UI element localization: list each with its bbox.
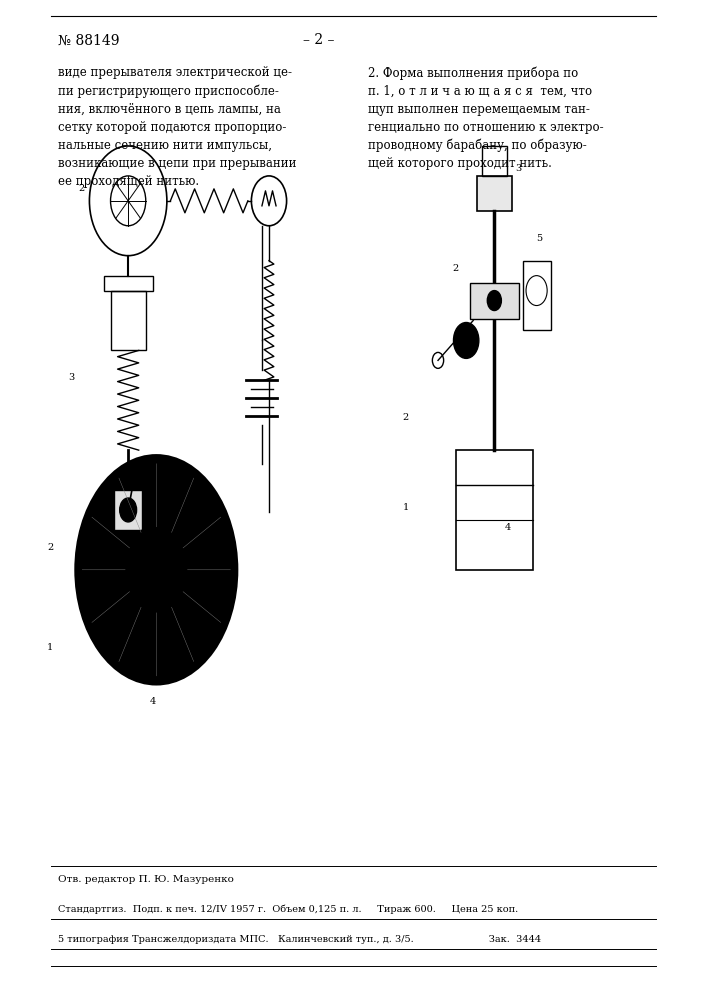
Text: 1: 1 [47,643,54,652]
Text: 2: 2 [452,264,458,273]
Text: 2: 2 [79,184,85,193]
Text: 4: 4 [149,697,156,706]
Bar [110,291,146,350]
Text: 2: 2 [403,413,409,422]
Text: 5: 5 [537,234,543,243]
Text: Отв. редактор П. Ю. Мазуренко: Отв. редактор П. Ю. Мазуренко [58,875,233,884]
Circle shape [76,455,238,684]
Circle shape [119,498,136,522]
Text: виде прерывателя электрической це-
пи регистрирующего приспособле-
ния, включённ: виде прерывателя электрической це- пи ре… [58,66,296,188]
Text: 5 типография Трансжелдориздата МПС.   Калинчевский туп., д. 3/5.                : 5 типография Трансжелдориздата МПС. Кали… [58,935,541,944]
Text: 1: 1 [403,503,409,512]
Text: Стандартгиз.  Подп. к печ. 12/IV 1957 г.  Объем 0,125 п. л.     Тираж 600.     Ц: Стандартгиз. Подп. к печ. 12/IV 1957 г. … [58,904,518,914]
Text: № 88149: № 88149 [58,33,119,47]
Text: 3: 3 [69,373,74,382]
Bar [103,276,153,291]
Text: 2: 2 [47,543,54,552]
Bar [455,450,533,570]
Circle shape [146,556,166,584]
Bar [481,146,507,176]
Circle shape [487,291,501,311]
Bar [522,261,551,330]
Bar [477,176,512,211]
Text: 2. Форма выполнения прибора по
п. 1, о т л и ч а ю щ а я с я  тем, что
щуп выпол: 2. Форма выполнения прибора по п. 1, о т… [368,66,603,170]
Bar [469,283,519,319]
Text: 3: 3 [515,164,522,173]
Text: 4: 4 [505,523,511,532]
Text: 1: 1 [156,493,163,502]
Circle shape [453,322,479,358]
Bar [114,490,142,530]
Text: – 2 –: – 2 – [303,33,334,47]
